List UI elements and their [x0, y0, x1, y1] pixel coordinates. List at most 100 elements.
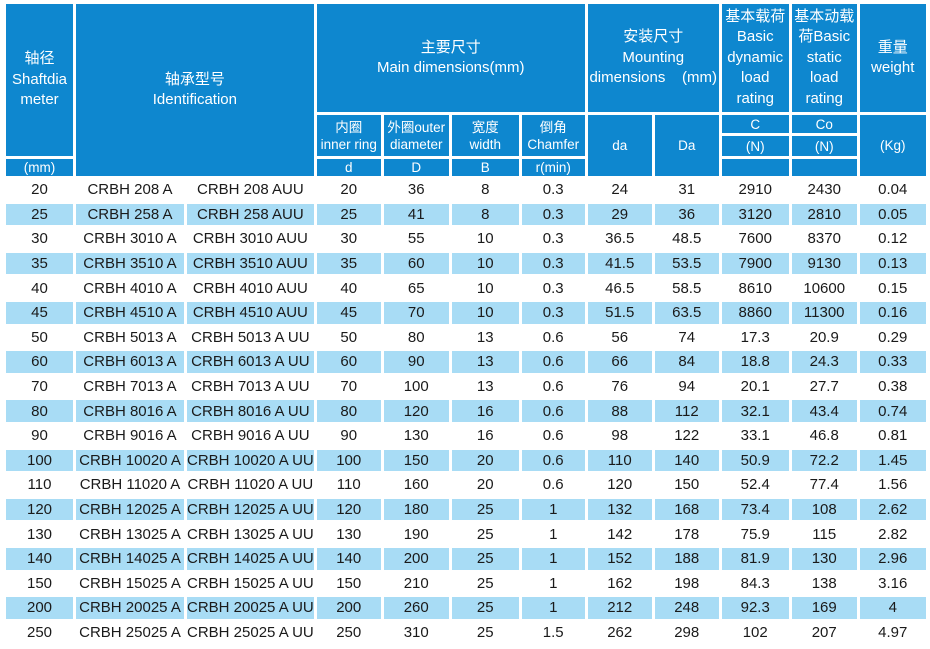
cell-B: 13	[476, 328, 494, 346]
cell-r_min: 0.6	[521, 449, 585, 472]
cell-model_a: CRBH 258 A	[76, 203, 184, 226]
cell-d: 90	[340, 427, 358, 445]
table-body: 20 CRBH 208 A CRBH 208 AUU 20 36 8 0.3 24 31 2910…	[6, 179, 926, 643]
cell-shaft_dia: 45	[6, 301, 73, 324]
cell-r_min: 1	[521, 498, 585, 521]
cell-shaft_dia: 30	[31, 230, 48, 248]
cell-C: 102	[742, 623, 768, 641]
cell-B: 13	[451, 351, 519, 373]
table-row: 30 CRBH 3010 A CRBH 3010 AUU 30 55 10 0.3 36.5 4…	[6, 228, 926, 250]
table-row: 100 CRBH 10020 A CRBH 10020 A UU 100 150 20 0.…	[6, 449, 926, 472]
cell-d: 35	[316, 252, 381, 275]
cell-Co: 2810	[791, 203, 857, 226]
cell-Da: 140	[654, 449, 719, 472]
cell-r_min: 0.6	[542, 427, 564, 445]
cell-da: 29	[587, 203, 652, 226]
cell-B: 25	[476, 623, 494, 641]
cell-shaft_dia: 20	[31, 181, 48, 199]
cell-B: 8	[451, 203, 519, 226]
cell-B: 25	[451, 597, 519, 619]
cell-shaft_dia: 50	[31, 328, 48, 346]
cell-D: 210	[403, 574, 429, 592]
header-identification: 轴承型号 Identification	[76, 4, 314, 176]
cell-C: 17.3	[740, 328, 770, 346]
cell-model_auu: CRBH 10020 A UU	[187, 449, 314, 472]
cell-weight: 0.15	[878, 279, 908, 297]
cell-model_a: CRBH 4010 A	[83, 279, 177, 297]
header-Co: Co	[791, 115, 857, 133]
cell-shaft_dia: 150	[26, 574, 53, 592]
cell-Co: 130	[791, 547, 857, 570]
header-group-row: 轴径 Shaftdia meter 轴承型号 Identification 主要…	[6, 4, 926, 176]
cell-weight: 1.56	[878, 476, 908, 494]
cell-C: 20.1	[740, 378, 770, 396]
cell-C: 7600	[738, 230, 772, 248]
cell-C: 33.1	[740, 427, 770, 445]
cell-da: 46.5	[605, 279, 635, 297]
table-row: 130 CRBH 13025 A CRBH 13025 A UU 130 190 25 1 1…	[6, 523, 926, 545]
cell-shaft_dia: 60	[6, 351, 73, 373]
cell-d: 40	[340, 279, 358, 297]
cell-D: 160	[403, 476, 429, 494]
cell-B: 8	[481, 181, 490, 199]
cell-da: 24	[611, 181, 629, 199]
table-row: 140 CRBH 14025 A CRBH 14025 A UU 140 200 25 1 1…	[6, 547, 926, 570]
cell-weight: 4	[859, 597, 926, 619]
header-sub-row-2: (N) (N)	[6, 136, 926, 156]
cell-r_min: 0.6	[542, 328, 564, 346]
header-sub-row-3: (mm) d D B r(min)	[6, 159, 926, 176]
cell-Da: 168	[654, 498, 719, 521]
cell-d: 25	[316, 203, 381, 226]
table-row: 250 CRBH 25025 A CRBH 25025 A UU 250 310 25 1.…	[6, 622, 926, 644]
cell-da: 56	[611, 328, 629, 346]
cell-Co: 108	[791, 498, 857, 521]
cell-model_a: CRBH 7013 A	[83, 378, 177, 396]
cell-model_a: CRBH 5013 A	[83, 328, 177, 346]
cell-shaft_dia: 90	[31, 427, 48, 445]
cell-weight: 0.81	[878, 427, 908, 445]
cell-weight: 0.05	[859, 203, 926, 226]
cell-C: 92.3	[721, 597, 789, 619]
cell-D: 180	[383, 498, 449, 521]
cell-r_min: 0.3	[542, 279, 564, 297]
cell-shaft_dia: 250	[26, 623, 53, 641]
cell-d: 50	[340, 328, 358, 346]
table-row: 200 CRBH 20025 A CRBH 20025 A UU 200 260 25 1 2…	[6, 597, 926, 619]
cell-weight: 0.38	[878, 378, 908, 396]
cell-B: 16	[451, 400, 519, 422]
cell-D: 80	[407, 328, 425, 346]
cell-weight: 0.74	[859, 400, 926, 422]
table-header: 轴径 Shaftdia meter 轴承型号 Identification 主要…	[6, 4, 926, 176]
cell-r_min: 0.3	[542, 230, 564, 248]
cell-Co: 27.7	[809, 378, 839, 396]
cell-Co: 8370	[807, 230, 841, 248]
cell-model_a: CRBH 208 A	[87, 181, 173, 199]
cell-Co: 43.4	[791, 400, 857, 422]
cell-C: 8610	[738, 279, 772, 297]
cell-r_min: 0.3	[521, 252, 585, 275]
cell-C: 2910	[738, 181, 772, 199]
cell-model_a: CRBH 15025 A	[79, 574, 181, 592]
cell-C: 8860	[721, 301, 789, 324]
header-N-dynamic: (N)	[721, 136, 789, 156]
cell-C: 32.1	[721, 400, 789, 422]
cell-weight: 2.62	[859, 498, 926, 521]
cell-B: 25	[451, 498, 519, 521]
cell-Da: 84	[654, 351, 719, 373]
table-row: 35 CRBH 3510 A CRBH 3510 AUU 35 60 10 0.3 41.5 5…	[6, 252, 926, 275]
cell-shaft_dia: 70	[31, 378, 48, 396]
cell-C: 18.8	[721, 351, 789, 373]
table-row: 70 CRBH 7013 A CRBH 7013 A UU 70 100 13 0.6 76 9…	[6, 376, 926, 398]
cell-Co: 2430	[807, 181, 841, 199]
cell-D: 90	[383, 351, 449, 373]
cell-r_min: 1	[521, 547, 585, 570]
cell-B: 10	[451, 301, 519, 324]
cell-model_auu: CRBH 14025 A UU	[187, 547, 314, 570]
cell-shaft_dia: 140	[6, 547, 73, 570]
cell-weight: 1.45	[859, 449, 926, 472]
header-sub-row-1: 内圈 inner ring 外圈outer diameter 宽度 width …	[6, 115, 926, 176]
cell-Da: 150	[674, 476, 700, 494]
cell-Da: 74	[678, 328, 696, 346]
cell-weight: 0.04	[878, 181, 908, 199]
cell-model_auu: CRBH 15025 A UU	[187, 574, 314, 592]
